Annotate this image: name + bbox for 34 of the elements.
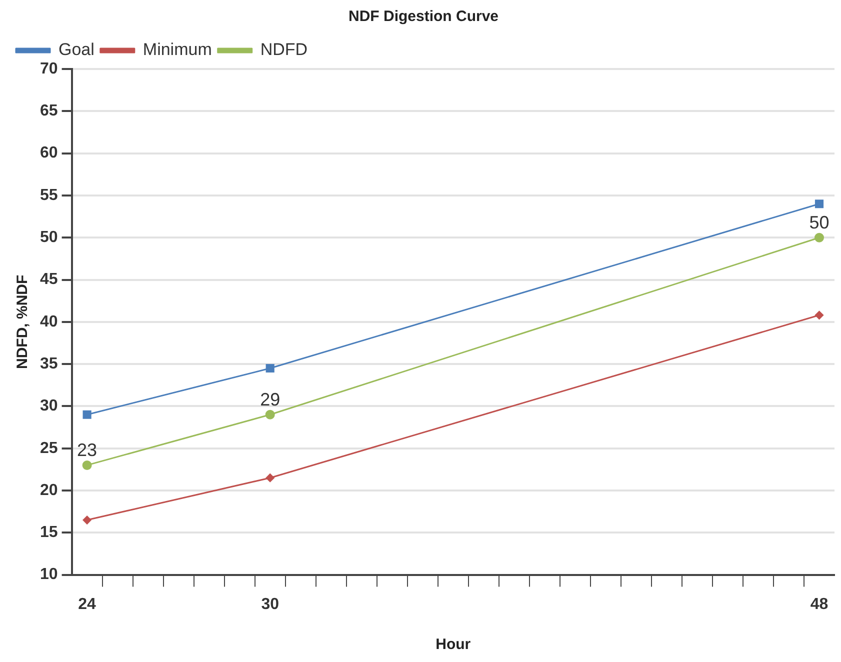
chart-title: NDF Digestion Curve	[348, 8, 499, 26]
data-label: 29	[260, 390, 280, 410]
y-tick-label: 55	[40, 186, 58, 204]
y-tick-label: 70	[40, 60, 58, 78]
point	[265, 410, 275, 420]
y-tick-label: 15	[40, 524, 58, 542]
data-label: 50	[809, 212, 830, 233]
y-tick-label: 25	[40, 440, 58, 457]
y-tick-label: 35	[40, 355, 58, 372]
y-tick-label: 60	[40, 144, 58, 162]
legend-label: Minimum	[142, 40, 212, 60]
legend-label: NDFD	[260, 40, 308, 60]
point	[814, 232, 824, 242]
y-tick-label: 20	[40, 482, 58, 499]
point	[814, 200, 824, 208]
x-tick-label: 48	[810, 596, 828, 613]
point	[814, 310, 824, 320]
y-axis-title: NDFD, %NDF	[14, 274, 32, 369]
y-tick-label: 50	[40, 229, 58, 246]
x-tick-label: 30	[261, 596, 280, 613]
y-tick-label: 10	[40, 566, 58, 584]
y-tick-label: 45	[40, 271, 58, 288]
x-tick-label: 24	[78, 596, 96, 613]
point	[82, 516, 92, 524]
x-axis-title: Hour	[436, 636, 471, 654]
point	[82, 410, 92, 419]
point	[82, 460, 92, 470]
y-tick-label: 30	[40, 398, 58, 415]
legend-label: Goal	[58, 40, 94, 60]
point	[266, 474, 274, 482]
y-tick-label: 40	[40, 313, 58, 330]
point	[266, 364, 274, 373]
data-label: 23	[77, 440, 98, 460]
y-tick-label: 65	[40, 102, 58, 120]
